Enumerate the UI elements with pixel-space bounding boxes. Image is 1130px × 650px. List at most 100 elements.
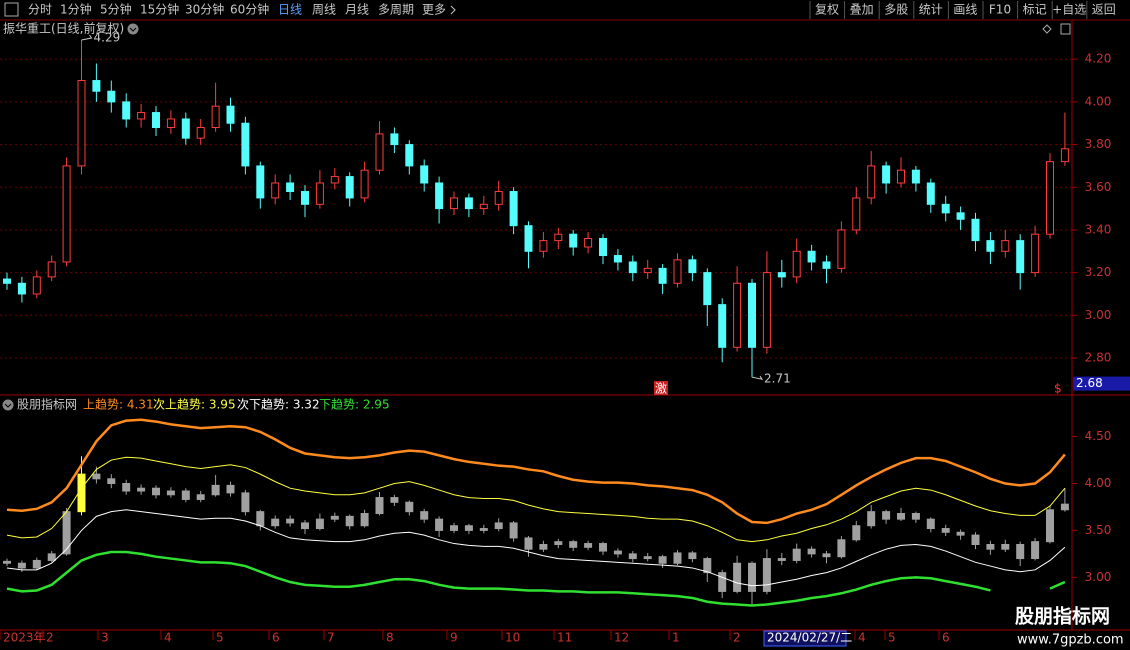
toolbar-item[interactable]: 月线 [345, 3, 369, 17]
chart-title: 振华重工(日线,前复权) [3, 21, 124, 36]
candle-body [226, 484, 235, 494]
panel-icon[interactable] [1060, 23, 1071, 35]
candle-body [152, 112, 160, 128]
candle-body [1060, 148, 1069, 163]
diamond-icon[interactable] [1042, 24, 1052, 34]
candle-body [301, 522, 309, 530]
candle-body [494, 522, 503, 530]
candle-body [524, 225, 533, 252]
candle-body [479, 528, 488, 531]
candle-body [32, 276, 41, 295]
candle-body [911, 513, 920, 520]
candle-body [390, 133, 399, 146]
toolbar-item[interactable]: 更多 [422, 3, 446, 17]
toolbar-item[interactable]: 5分钟 [100, 2, 132, 17]
toolbar-item[interactable]: 周线 [312, 3, 336, 17]
watermark-title: 股朋指标网 [1015, 606, 1110, 628]
candle-body [166, 118, 175, 129]
menu-icon[interactable] [4, 2, 19, 17]
candle-body [256, 511, 265, 527]
candle-body [47, 553, 56, 561]
candle-body [599, 237, 607, 257]
candle-body [971, 534, 980, 545]
candle-body [852, 197, 861, 231]
toolbar-item[interactable]: 多周期 [378, 3, 414, 17]
toolbar-button[interactable]: 返回 [1092, 3, 1116, 17]
candle-body [628, 261, 637, 274]
candle-body [122, 101, 131, 120]
candle-body [122, 483, 131, 492]
candle-body [196, 494, 205, 500]
title-menu-icon[interactable] [127, 23, 139, 35]
toolbar-item[interactable]: 日线 [278, 3, 302, 17]
candle-body [658, 267, 667, 284]
candle-body [256, 165, 265, 199]
candle-body [1001, 240, 1010, 252]
toolbar-button[interactable]: 标记 [1023, 3, 1047, 17]
trend-line [6, 456, 1066, 543]
candle-body [539, 240, 548, 252]
toolbar-button[interactable]: 复权 [815, 3, 839, 17]
toolbar-item[interactable]: 30分钟 [185, 2, 224, 17]
candle-body [822, 261, 831, 269]
candle-body [479, 203, 488, 210]
toolbar-button[interactable]: 多股 [884, 3, 908, 17]
candle-body [941, 203, 950, 214]
candle-body [807, 548, 816, 555]
toolbar-item[interactable]: 分时 [28, 3, 52, 17]
x-tick-label: 12 [614, 631, 629, 645]
candle-body [554, 541, 563, 545]
legend-entry: 下趋势: 2.95 [319, 398, 390, 412]
candle-body [569, 541, 578, 548]
candle-body [450, 525, 458, 531]
candle-body [524, 537, 533, 550]
y-tick-label: 3.40 [1085, 222, 1112, 236]
candle-body [405, 501, 414, 513]
candle-body [867, 165, 876, 199]
toolbar-button[interactable]: F10 [989, 3, 1011, 17]
indicator-menu-icon[interactable] [2, 399, 14, 411]
candle-body [77, 80, 86, 167]
candle-body [211, 484, 220, 496]
candle-body [62, 511, 71, 555]
candle-body [762, 558, 771, 592]
x-tick-label: 4 [858, 631, 866, 645]
toolbar-button[interactable]: 画线 [953, 3, 977, 17]
candle-body [1031, 233, 1040, 274]
candle-body [47, 261, 56, 278]
candle-body [375, 133, 384, 171]
x-tick-label: 1 [672, 631, 680, 645]
cursor-label: 2024/02/27/二 [767, 631, 852, 645]
toolbar-item[interactable]: 15分钟 [140, 2, 179, 17]
candle-body [271, 182, 280, 199]
candle-body [1016, 543, 1025, 560]
candle-body [1060, 503, 1069, 511]
legend-entry: 次下趋势: 3.32 [237, 398, 320, 412]
candle-body [509, 522, 518, 539]
annotation-leader [81, 34, 93, 41]
candle-body [271, 518, 280, 527]
candle-body [62, 165, 71, 263]
candle-body [703, 272, 712, 306]
candle-body [301, 191, 309, 205]
candle-body [509, 191, 518, 227]
toolbar-button[interactable]: 叠加 [850, 3, 874, 17]
toolbar-item[interactable]: 60分钟 [230, 2, 269, 17]
candle-body [748, 562, 756, 592]
toolbar-button[interactable]: +自选 [1052, 3, 1086, 17]
candle-body [345, 176, 354, 199]
toolbar-item[interactable]: 1分钟 [60, 2, 92, 17]
candle-body [464, 197, 473, 210]
x-tick-label: 5 [888, 631, 896, 645]
candle-body [360, 513, 369, 527]
candle-body [1046, 509, 1054, 543]
candle-body [17, 282, 26, 295]
candle-body [643, 556, 652, 560]
chevron [4, 403, 12, 408]
toolbar-button[interactable]: 统计 [919, 3, 943, 17]
candle-body [464, 525, 473, 531]
x-tick-label: 9 [450, 631, 458, 645]
candle-body [643, 267, 652, 274]
candle-body [494, 191, 503, 205]
candle-body [733, 562, 742, 592]
